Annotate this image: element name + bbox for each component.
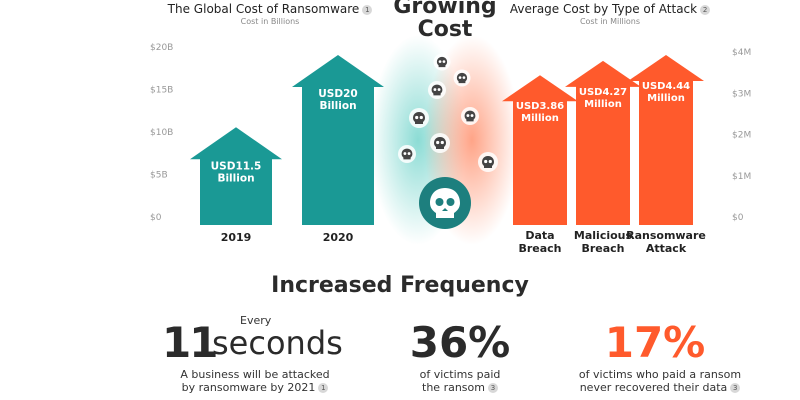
y-tick-label: $20B: [150, 43, 173, 53]
x-tick-label: Ransomware: [626, 229, 706, 242]
skull-icon: [419, 177, 471, 229]
charts: $0$5B$10B$15B$20BUSD11.5Billion2019USD20…: [150, 43, 751, 255]
y-tick-label: $10B: [150, 128, 173, 138]
footnote-marker: 2: [700, 4, 711, 15]
x-tick-label: Data: [525, 229, 554, 242]
data-label: USD4.44: [642, 81, 690, 92]
bar-malicious-breach: [565, 60, 641, 225]
data-label: Million: [647, 93, 685, 104]
stat1-desc-line2: by ransomware by 2021: [181, 381, 316, 394]
data-label: Million: [584, 99, 622, 110]
data-label: USD11.5: [211, 160, 262, 172]
section-title: Increased Frequency: [271, 273, 529, 298]
stat-every-seconds: Every 11 seconds: [160, 312, 350, 372]
bar-data-breach: [502, 75, 578, 226]
stat1-description: A business will be attacked by ransomwar…: [160, 368, 350, 394]
data-label: Billion: [319, 100, 356, 112]
data-label: USD4.27: [579, 87, 627, 98]
y-tick-label: $0: [150, 213, 162, 223]
y-tick-label: $1M: [732, 172, 751, 182]
stat3-desc-line1: of victims who paid a ransom: [578, 368, 742, 381]
left-chart-title: The Global Cost of Ransomware 1: [150, 2, 390, 16]
stat3-desc-line2: never recovered their data: [579, 381, 728, 394]
right-chart-title: Average Cost by Type of Attack 2: [490, 2, 730, 16]
stat1-unit: seconds: [212, 324, 343, 362]
stat1-desc-line1: A business will be attacked: [180, 368, 330, 381]
stat2-desc-line2: the ransom: [422, 381, 485, 394]
center-title-line2: Cost: [417, 17, 473, 42]
stat3-number: 17%: [604, 318, 706, 367]
y-tick-label: $0: [732, 213, 744, 223]
y-tick-label: $3M: [732, 89, 751, 99]
x-tick-label: 2019: [221, 231, 252, 244]
data-label: Million: [521, 113, 559, 124]
stat1-prefix: Every: [240, 314, 272, 327]
stat2-description: of victims paid the ransom 3: [395, 368, 525, 394]
footnote-marker: 3: [730, 383, 741, 393]
data-label: Billion: [217, 172, 254, 184]
left-chart-subtitle: Cost in Billions: [240, 17, 300, 26]
stat1-number: 11: [162, 318, 218, 367]
stat3-description: of victims who paid a ransom never recov…: [565, 368, 755, 394]
footnote-marker: 3: [487, 383, 498, 393]
stat2-desc-line1: of victims paid: [419, 368, 501, 381]
x-tick-label: Breach: [518, 242, 561, 255]
data-label: USD20: [318, 88, 357, 100]
x-tick-label: Attack: [646, 242, 687, 255]
y-tick-label: $5B: [150, 171, 168, 181]
footnote-marker: 1: [362, 4, 373, 15]
bar-2020: [292, 55, 384, 225]
stat2-number: 36%: [409, 318, 511, 367]
bar-2019: [190, 127, 282, 225]
center-title-line1: Growing: [393, 0, 497, 19]
right-chart-subtitle: Cost in Millions: [579, 17, 641, 26]
y-tick-label: $4M: [732, 48, 751, 58]
footnote-marker: 1: [318, 383, 329, 393]
y-tick-label: $15B: [150, 86, 173, 96]
y-tick-label: $2M: [732, 131, 751, 141]
center-title: Growing Cost: [385, 0, 505, 41]
x-tick-label: 2020: [323, 231, 354, 244]
x-tick-label: Breach: [581, 242, 624, 255]
bar-ransomware-attack: [628, 55, 704, 225]
data-label: USD3.86: [516, 101, 564, 112]
x-tick-label: Malicious: [574, 229, 633, 242]
